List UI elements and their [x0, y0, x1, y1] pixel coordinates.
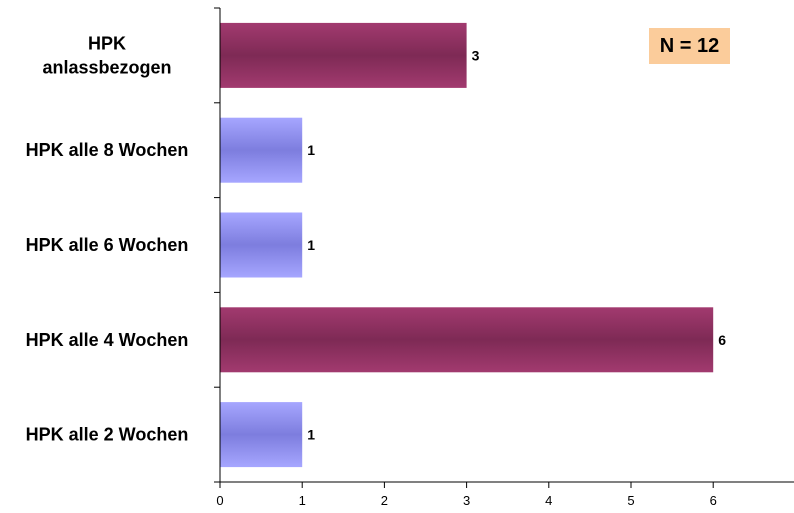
category-label-2: HPK alle 6 Wochen — [26, 235, 189, 255]
x-tick-label-6: 6 — [710, 493, 717, 508]
category-label-line: anlassbezogen — [42, 57, 171, 77]
bar-4 — [220, 402, 303, 468]
bar-value-label-2: 1 — [307, 237, 315, 253]
bar-value-label-4: 1 — [307, 427, 315, 443]
x-tick-label-3: 3 — [463, 493, 470, 508]
category-label-line: HPK — [88, 33, 126, 53]
category-label-line: HPK alle 4 Wochen — [26, 330, 189, 350]
x-tick-label-5: 5 — [627, 493, 634, 508]
labels-layer: 3 HPK anlassbezogen 1 HPK alle 8 Wochen 1 HPK … — [26, 33, 727, 444]
category-label-0: HPK anlassbezogen — [42, 33, 171, 77]
bar-value-label-1: 1 — [307, 142, 315, 158]
x-tick-label-0: 0 — [216, 493, 223, 508]
bar-3 — [220, 307, 714, 373]
bar-0 — [220, 22, 467, 88]
bar-value-label-3: 6 — [718, 332, 726, 348]
x-tick-label-4: 4 — [545, 493, 552, 508]
x-tick-label-1: 1 — [299, 493, 306, 508]
category-label-line: HPK alle 6 Wochen — [26, 235, 189, 255]
sample-size-badge: N = 12 — [649, 28, 730, 64]
bar-2 — [220, 212, 303, 278]
category-label-line: HPK alle 8 Wochen — [26, 140, 189, 160]
category-label-4: HPK alle 2 Wochen — [26, 425, 189, 445]
category-label-3: HPK alle 4 Wochen — [26, 330, 189, 350]
bars-layer — [220, 22, 714, 468]
axis-layer: 0 1 2 3 4 5 6 — [214, 7, 794, 508]
x-tick-label-2: 2 — [381, 493, 388, 508]
category-label-1: HPK alle 8 Wochen — [26, 140, 189, 160]
bar-1 — [220, 117, 303, 183]
category-label-line: HPK alle 2 Wochen — [26, 425, 189, 445]
bar-value-label-0: 3 — [472, 47, 480, 63]
